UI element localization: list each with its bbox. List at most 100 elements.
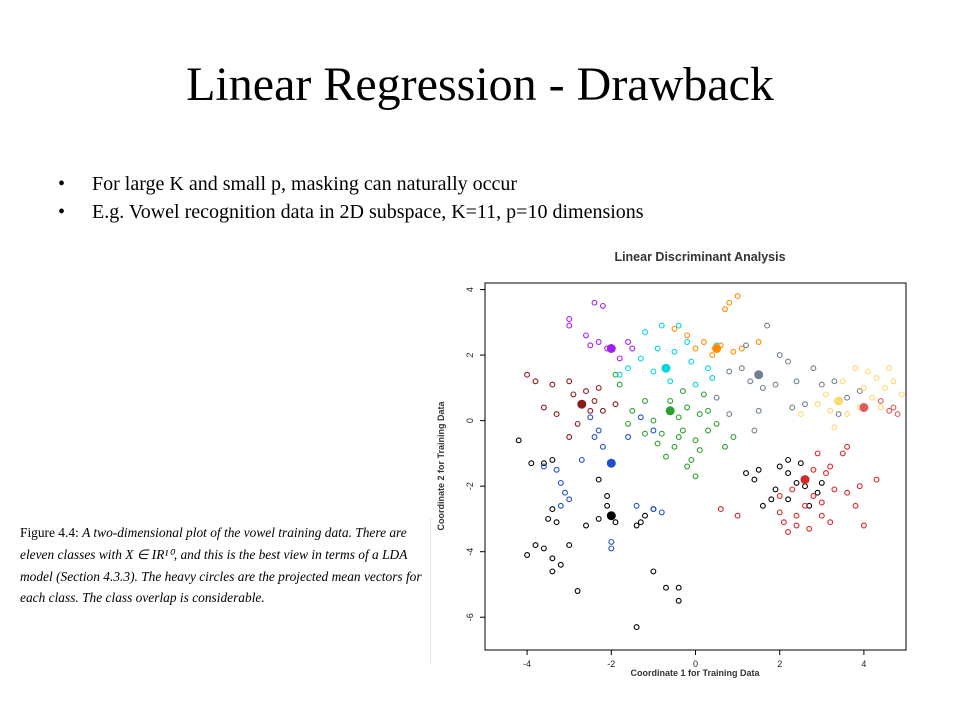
data-point [860, 384, 867, 391]
x-tick-label: -2 [607, 659, 615, 669]
data-point [886, 407, 893, 414]
data-point [726, 299, 733, 306]
data-point [705, 407, 712, 414]
figure-caption-label: Figure 4.4: [20, 525, 79, 540]
data-point [700, 339, 707, 345]
data-point [705, 365, 712, 372]
bullet-text: E.g. Vowel recognition data in 2D subspa… [92, 201, 644, 223]
data-point [608, 545, 615, 552]
data-point [587, 407, 594, 414]
data-point [625, 365, 632, 372]
data-point [574, 420, 581, 427]
data-point [856, 483, 863, 490]
class-mean-point [661, 363, 671, 373]
data-point [604, 502, 611, 509]
data-point [692, 437, 699, 444]
data-point [595, 515, 602, 522]
data-point [532, 542, 539, 549]
data-point [852, 502, 859, 509]
data-point [844, 411, 851, 418]
data-point [642, 430, 648, 437]
data-point [886, 365, 893, 372]
data-point [587, 342, 594, 349]
data-point [709, 352, 716, 359]
data-point [633, 522, 640, 529]
chart-x-label: Coordinate 1 for Training Data [630, 668, 760, 678]
data-point [776, 493, 783, 499]
bullet-dot: • [58, 201, 66, 223]
data-point [785, 529, 792, 535]
data-point [650, 506, 657, 513]
data-point [806, 502, 813, 509]
data-point [877, 404, 884, 411]
data-point [637, 414, 644, 421]
data-point [785, 496, 792, 503]
data-point [877, 398, 884, 404]
figure-caption: Figure 4.4: A two-dimensional plot of th… [20, 522, 430, 609]
data-point [692, 473, 699, 480]
plot-frame [484, 282, 907, 651]
data-point [738, 365, 745, 372]
data-point [604, 493, 611, 499]
class-mean-point [606, 511, 616, 521]
data-point [696, 411, 703, 418]
data-point [633, 502, 640, 509]
data-point [722, 443, 728, 450]
class-mean-point [754, 370, 764, 380]
x-tick-label: 0 [693, 659, 698, 669]
bullet-item: • For large K and small p, masking can n… [58, 170, 644, 198]
data-point [642, 398, 648, 404]
data-point [675, 597, 682, 604]
class-mean-point [800, 475, 810, 485]
data-point [675, 322, 682, 329]
data-point [700, 391, 707, 398]
data-point [776, 463, 783, 470]
data-point [751, 427, 758, 434]
data-point [532, 378, 539, 385]
y-tick-label: -4 [465, 548, 475, 556]
data-point [671, 325, 678, 332]
data-point [814, 450, 821, 457]
data-point [574, 588, 581, 594]
data-point [772, 381, 779, 388]
data-point [595, 339, 602, 345]
data-point [810, 493, 817, 499]
data-point [785, 358, 792, 365]
data-point [557, 561, 564, 568]
data-point [591, 299, 598, 306]
data-point [524, 371, 531, 378]
data-point [553, 466, 560, 473]
caption-divider [430, 518, 431, 664]
data-point [549, 568, 556, 575]
data-point [515, 437, 522, 444]
data-point [802, 401, 808, 408]
data-point [549, 555, 556, 562]
x-tick-label: -4 [523, 659, 531, 669]
data-point [839, 450, 846, 457]
data-point [625, 339, 632, 345]
data-point [684, 332, 691, 339]
data-point [713, 394, 720, 401]
data-point [793, 512, 800, 519]
data-point [793, 378, 800, 385]
data-point [818, 381, 825, 388]
data-point [557, 502, 564, 509]
class-mean-point [859, 403, 869, 412]
data-point [823, 470, 829, 477]
data-point [570, 391, 577, 398]
data-point [524, 552, 531, 558]
data-point [583, 388, 589, 395]
data-point [599, 443, 606, 450]
data-point [709, 375, 716, 381]
data-point [612, 519, 619, 526]
data-point [591, 434, 598, 440]
data-point [827, 463, 834, 470]
data-point [616, 371, 623, 378]
data-point [856, 388, 863, 395]
chart-y-label: Coordinate 2 for Training Data [436, 400, 446, 530]
data-point [730, 434, 737, 440]
data-point [599, 302, 606, 309]
data-point [734, 512, 741, 519]
chart-title: Linear Discriminant Analysis [614, 250, 785, 264]
axes: -4 -2 0 2 4 4 2 0 -2 -4 -6 [465, 287, 866, 669]
